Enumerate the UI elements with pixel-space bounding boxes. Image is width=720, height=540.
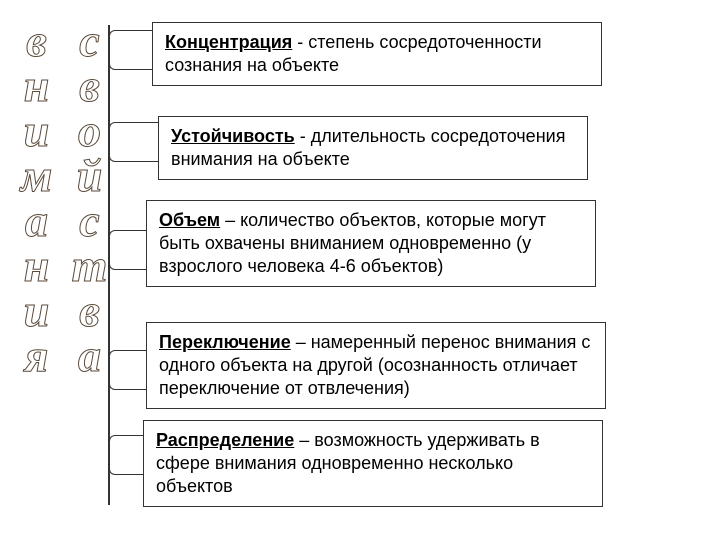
separator-0: - [292,32,308,52]
vertical-title: свойства внимания [10,15,116,525]
definition-box-1: Устойчивость - длительность сосредоточен… [158,116,588,180]
definition-box-4: Распределение – возможность удерживать в… [143,420,603,507]
definition-box-0: Концентрация - степень сосредоточенности… [152,22,602,86]
connector-0 [109,30,152,70]
connector-1 [109,122,158,162]
separator-1: - [295,126,311,146]
term-3: Переключение [159,332,291,352]
separator-4: – [294,430,314,450]
term-0: Концентрация [165,32,292,52]
term-1: Устойчивость [171,126,295,146]
definition-box-2: Объем – количество объектов, которые мог… [146,200,596,287]
term-2: Объем [159,210,220,230]
definition-box-3: Переключение – намеренный перенос вниман… [146,322,606,409]
separator-2: – [220,210,240,230]
connector-3 [109,350,146,390]
connector-2 [109,230,146,270]
connector-4 [109,435,143,475]
term-4: Распределение [156,430,294,450]
separator-3: – [291,332,311,352]
